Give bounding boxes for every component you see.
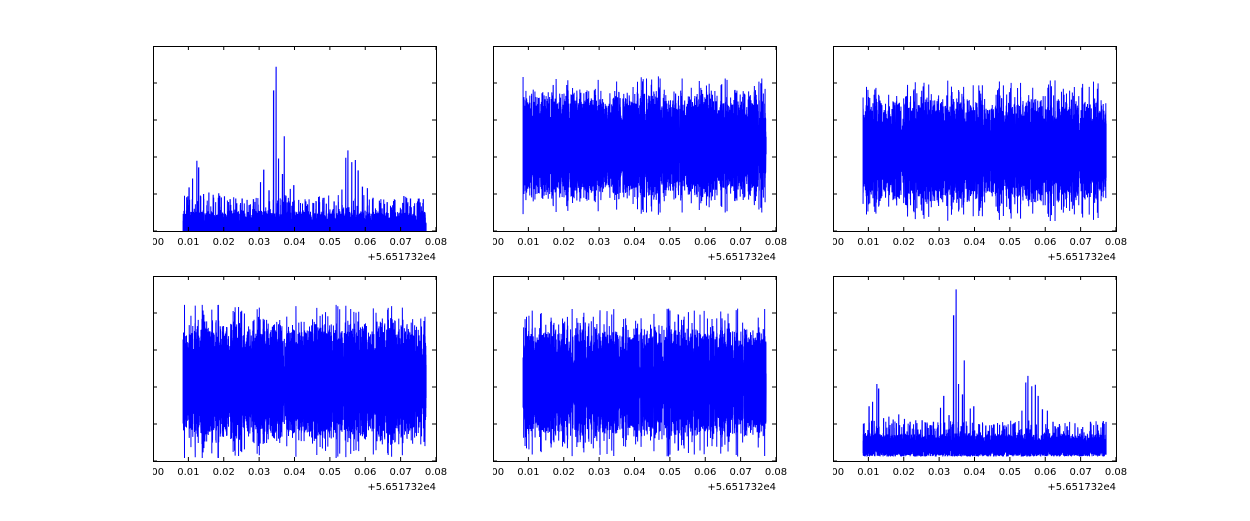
- x-axis-offset-label: +5.651732e4: [1047, 252, 1116, 263]
- x-tick-label: 0.02: [553, 237, 575, 248]
- x-axis-offset-label: +5.651732e4: [367, 482, 436, 493]
- x-tick-label: 0.07: [389, 237, 411, 248]
- x-tick-label: 0.03: [928, 237, 950, 248]
- x-tick-label: 0.05: [659, 467, 681, 478]
- x-tick-label: 0.05: [999, 467, 1021, 478]
- x-tick-label: 0.06: [354, 237, 376, 248]
- series-line: [182, 66, 427, 231]
- x-tick-label: 0.04: [623, 237, 645, 248]
- series-line: [862, 289, 1107, 457]
- subplot-i1: 0.00 0.01 0.02 0.03 0.04 0.05 0.06 0.07 0.08 0.00…: [153, 46, 556, 291]
- subplot-i2: 0.000.010.020.030.040.050.060.070.08−1.5…: [833, 276, 1236, 521]
- x-tick-label: 0.03: [928, 467, 950, 478]
- x-tick-label: 0.01: [517, 467, 539, 478]
- x-axis-offset-label: +5.651732e4: [1047, 482, 1116, 493]
- plot-q1: 0.000.010.020.030.040.050.060.070.080.40…: [493, 46, 787, 263]
- x-tick-label: 0.06: [354, 467, 376, 478]
- plot-i1: 0.000.010.020.030.040.050.060.070.080.00…: [153, 46, 447, 263]
- x-tick-label: 0.03: [588, 467, 610, 478]
- subplot-u2: 0.000.010.020.030.040.050.060.070.08−0.5…: [493, 276, 896, 521]
- x-tick-label: 0.04: [623, 467, 645, 478]
- subplot-u1: 0.000.010.020.030.040.050.060.070.08−0.6…: [833, 46, 1236, 291]
- series-line: [862, 80, 1107, 221]
- x-tick-label: 0.05: [319, 467, 341, 478]
- x-tick-label: 0.08: [765, 467, 787, 478]
- x-tick-label: 0.08: [1105, 467, 1127, 478]
- x-tick-label: 0.06: [694, 467, 716, 478]
- x-tick-label: 0.00: [493, 467, 504, 478]
- x-tick-label: 0.08: [425, 237, 447, 248]
- x-tick-label: 0.02: [213, 237, 235, 248]
- x-tick-label: 0.08: [1105, 237, 1127, 248]
- x-tick-label: 0.00: [833, 467, 844, 478]
- subplot-q2: 0.000.010.020.030.040.050.060.070.080.50…: [153, 276, 556, 521]
- x-tick-label: 0.08: [765, 237, 787, 248]
- x-tick-label: 0.02: [553, 467, 575, 478]
- series-line: [522, 308, 767, 457]
- x-tick-label: 0.06: [1034, 237, 1056, 248]
- subplot-q1: 0.000.010.020.030.040.050.060.070.080.40…: [493, 46, 896, 291]
- x-tick-label: 0.03: [588, 237, 610, 248]
- x-tick-label: 0.03: [248, 237, 270, 248]
- plot-u1: 0.000.010.020.030.040.050.060.070.08−0.6…: [833, 46, 1127, 263]
- x-tick-label: 0.04: [283, 237, 305, 248]
- x-tick-label: 0.04: [963, 237, 985, 248]
- figure-canvas: 0.00 0.01 0.02 0.03 0.04 0.05 0.06 0.07 0.08 0.00…: [153, 46, 1236, 493]
- x-tick-label: 0.02: [213, 467, 235, 478]
- x-tick-label: 0.07: [1069, 237, 1091, 248]
- x-tick-label: 0.05: [659, 237, 681, 248]
- x-tick-label: 0.06: [694, 237, 716, 248]
- x-tick-label: 0.07: [729, 237, 751, 248]
- plot-q2: 0.000.010.020.030.040.050.060.070.080.50…: [153, 276, 447, 493]
- plot-i2: 0.000.010.020.030.040.050.060.070.08−1.5…: [833, 276, 1127, 493]
- series-line: [182, 304, 427, 459]
- x-tick-label: 0.06: [1034, 467, 1056, 478]
- x-tick-label: 0.08: [425, 467, 447, 478]
- x-tick-label: 0.00: [493, 237, 504, 248]
- x-tick-label: 0.02: [893, 237, 915, 248]
- x-tick-label: 0.05: [999, 237, 1021, 248]
- x-tick-label: 0.01: [857, 467, 879, 478]
- x-tick-label: 0.01: [177, 467, 199, 478]
- x-tick-label: 0.00: [153, 467, 164, 478]
- x-tick-label: 0.01: [177, 237, 199, 248]
- x-tick-label: 0.00: [833, 237, 844, 248]
- x-axis-offset-label: +5.651732e4: [367, 252, 436, 263]
- x-tick-label: 0.01: [857, 237, 879, 248]
- x-axis-offset-label: +5.651732e4: [707, 252, 776, 263]
- x-tick-label: 0.02: [893, 467, 915, 478]
- x-tick-label: 0.07: [389, 467, 411, 478]
- x-tick-label: 0.07: [1069, 467, 1091, 478]
- series-line: [522, 76, 767, 215]
- x-tick-label: 0.01: [517, 237, 539, 248]
- x-tick-label: 0.04: [283, 467, 305, 478]
- x-axis-offset-label: +5.651732e4: [707, 482, 776, 493]
- x-tick-label: 0.03: [248, 467, 270, 478]
- x-tick-label: 0.05: [319, 237, 341, 248]
- plot-u2: 0.000.010.020.030.040.050.060.070.08−0.5…: [493, 276, 787, 493]
- x-tick-label: 0.07: [729, 467, 751, 478]
- x-tick-label: 0.00: [153, 237, 164, 248]
- x-tick-label: 0.04: [963, 467, 985, 478]
